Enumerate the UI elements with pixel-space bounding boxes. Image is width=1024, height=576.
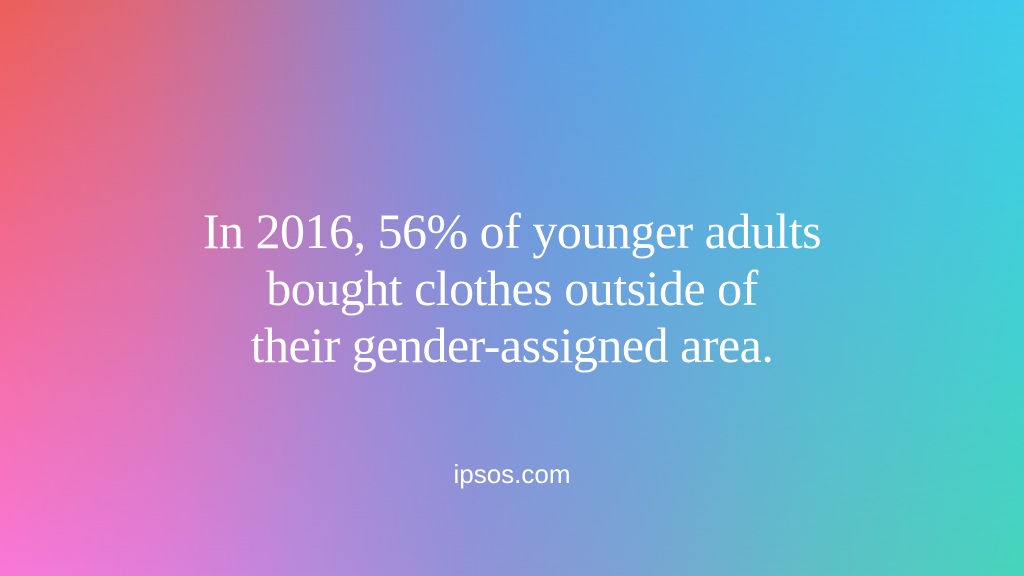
quote-headline: In 2016, 56% of younger adults bought cl… bbox=[0, 203, 1024, 374]
quote-line-2: bought clothes outside of bbox=[266, 260, 758, 316]
quote-line-1: In 2016, 56% of younger adults bbox=[202, 203, 822, 259]
attribution-source: ipsos.com bbox=[453, 459, 571, 489]
quote-line-3: their gender-assigned area. bbox=[250, 317, 774, 373]
